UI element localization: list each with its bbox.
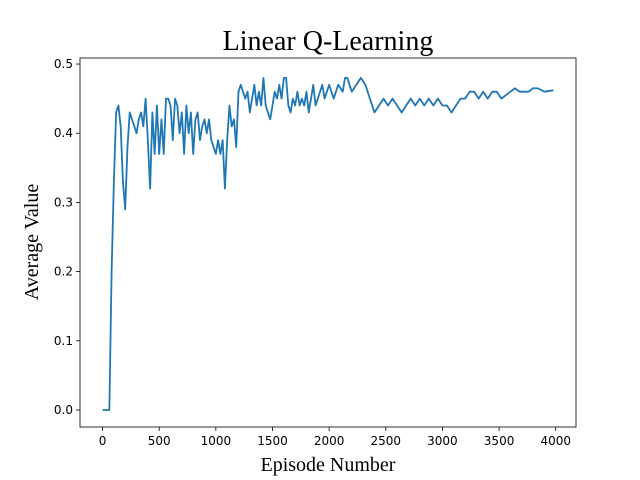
x-axis-label: Episode Number: [261, 454, 396, 476]
x-tick-label: 0: [99, 434, 107, 448]
chart-title: Linear Q-Learning: [223, 26, 434, 57]
x-tick-label: 2500: [371, 434, 402, 448]
y-axis-label: Average Value: [21, 184, 43, 301]
x-tick-label: 4000: [540, 434, 571, 448]
x-tick-label: 2000: [314, 434, 345, 448]
x-tick-label: 3500: [484, 434, 515, 448]
x-tick-label: 500: [148, 434, 171, 448]
x-tick-label: 1500: [257, 434, 288, 448]
y-tick-label: 0.1: [54, 334, 73, 348]
y-tick-label: 0.3: [54, 195, 73, 209]
data-line: [102, 76, 554, 411]
plot-frame: [79, 57, 577, 428]
y-tick-label: 0.4: [54, 126, 73, 140]
y-tick-label: 0.0: [54, 403, 73, 417]
x-tick-label: 1000: [201, 434, 232, 448]
x-tick-label: 3000: [427, 434, 458, 448]
y-tick-label: 0.2: [54, 265, 73, 279]
y-tick-label: 0.5: [54, 57, 73, 71]
